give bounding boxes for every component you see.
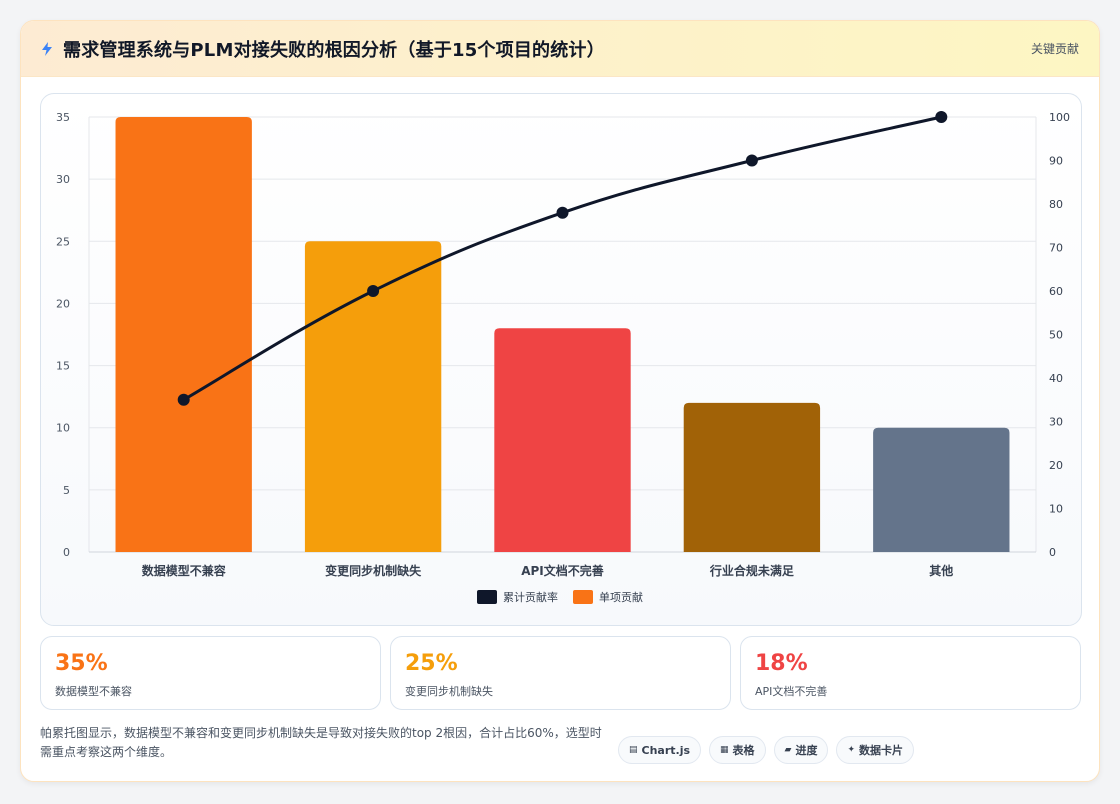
y-tick-label-right: 20 xyxy=(1049,459,1063,472)
chart-card: 需求管理系统与PLM对接失败的根因分析（基于15个项目的统计） 关键贡献 0 5 1… xyxy=(20,20,1100,782)
bolt-icon xyxy=(42,41,52,56)
stat-value: 25% xyxy=(405,651,458,676)
chip-label: Chart.js xyxy=(641,743,691,757)
cumulative-point xyxy=(367,285,380,297)
x-tick-label: 其他 xyxy=(929,563,953,578)
cumulative-point xyxy=(745,154,758,167)
chip-data-card[interactable]: ✦ 数据卡片 xyxy=(836,736,915,764)
stat-value: 18% xyxy=(755,651,808,676)
bar xyxy=(304,241,442,553)
bar xyxy=(683,402,821,552)
chip-label: 数据卡片 xyxy=(859,744,904,757)
y-tick-label-left: 15 xyxy=(56,360,70,373)
cumulative-point xyxy=(556,206,569,219)
y-tick-label-right: 70 xyxy=(1049,242,1063,255)
legend-swatch xyxy=(573,590,593,604)
stat-value: 35% xyxy=(55,651,108,676)
y-tick-label-left: 35 xyxy=(56,111,70,124)
y-tick-label-right: 60 xyxy=(1049,285,1063,298)
chart-icon: ▤ xyxy=(629,745,638,755)
chip-progress[interactable]: ▰ 进度 xyxy=(773,736,829,764)
chip-label: 表格 xyxy=(732,744,755,757)
sparkle-icon: ✦ xyxy=(847,745,856,755)
x-tick-label: 变更同步机制缺失 xyxy=(325,563,422,578)
chip-table[interactable]: ▦ 表格 xyxy=(709,736,766,764)
cumulative-point xyxy=(177,393,190,406)
x-tick-label: 数据模型不兼容 xyxy=(142,563,226,578)
y-tick-label-right: 100 xyxy=(1049,111,1070,124)
chart-title: 需求管理系统与PLM对接失败的根因分析（基于15个项目的统计） xyxy=(63,39,605,61)
y-tick-label-right: 40 xyxy=(1049,372,1063,385)
stat-card-api-docs: 18% API文档不完善 xyxy=(740,636,1081,710)
footer-note: 帕累托图显示，数据模型不兼容和变更同步机制缺失是导致对接失败的top 2根因，合… xyxy=(40,726,602,759)
legend-label: 单项贡献 xyxy=(599,590,643,604)
y-tick-label-right: 10 xyxy=(1049,503,1063,516)
chart-panel: 0 5 10 15 20 25 30 35 0 10 20 30 40 50 60 70 80 90 100 数据模型… xyxy=(40,93,1082,626)
y-tick-label-left: 20 xyxy=(56,297,70,310)
bar xyxy=(873,427,1010,552)
card-header: 需求管理系统与PLM对接失败的根因分析（基于15个项目的统计） 关键贡献 xyxy=(21,21,1099,77)
y-tick-label-right: 30 xyxy=(1049,416,1063,429)
y-tick-label-left: 0 xyxy=(63,546,70,559)
y-tick-label-right: 50 xyxy=(1049,329,1063,342)
y-tick-label-left: 25 xyxy=(56,235,70,248)
tag-chips: ▤ Chart.js ▦ 表格 ▰ 进度 ✦ 数据卡片 xyxy=(618,736,915,764)
stat-label: API文档不完善 xyxy=(755,685,828,698)
key-contribution-link[interactable]: 关键贡献 xyxy=(1030,42,1079,56)
y-tick-label-right: 80 xyxy=(1049,198,1063,211)
stat-label: 数据模型不兼容 xyxy=(55,685,132,698)
bar xyxy=(115,117,252,552)
y-tick-label-left: 30 xyxy=(56,173,70,186)
cumulative-point xyxy=(935,111,948,123)
y-tick-label-right: 90 xyxy=(1049,155,1063,168)
y-tick-label-right: 0 xyxy=(1049,546,1056,559)
x-tick-label: API文档不完善 xyxy=(521,563,604,578)
x-tick-label: 行业合规未满足 xyxy=(709,563,794,578)
stat-label: 变更同步机制缺失 xyxy=(405,685,493,698)
y-tick-label-left: 10 xyxy=(56,422,70,435)
bar xyxy=(494,328,631,552)
stat-card-change-sync: 25% 变更同步机制缺失 xyxy=(390,636,731,710)
table-icon: ▦ xyxy=(720,745,729,755)
y-tick-label-left: 5 xyxy=(63,484,70,497)
chip-label: 进度 xyxy=(795,744,818,757)
legend-label: 累计贡献率 xyxy=(503,590,558,604)
chip-chartjs[interactable]: ▤ Chart.js xyxy=(618,736,702,764)
stat-card-data-model: 35% 数据模型不兼容 xyxy=(40,636,381,710)
pareto-chart: 0 5 10 15 20 25 30 35 0 10 20 30 40 50 60 70 80 90 100 数据模型… xyxy=(56,111,1070,604)
legend-swatch xyxy=(477,590,497,604)
progress-icon: ▰ xyxy=(784,745,792,755)
